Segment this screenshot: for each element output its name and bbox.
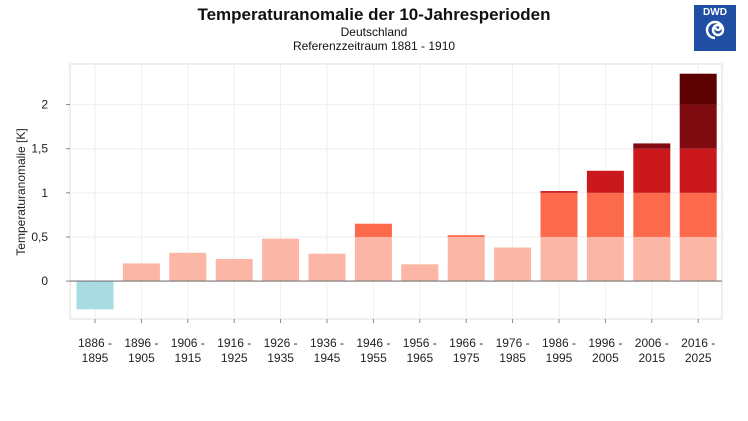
x-tick-label: 1895 <box>82 351 109 365</box>
y-tick-label: 0,5 <box>31 230 48 244</box>
x-tick-label: 1905 <box>128 351 155 365</box>
x-tick-label: 2006 - <box>635 336 669 350</box>
bar-segment <box>447 235 485 237</box>
x-tick-label: 2005 <box>592 351 619 365</box>
y-tick-label: 2 <box>41 98 48 112</box>
x-tick-label: 1996 - <box>588 336 622 350</box>
plot-area <box>69 63 723 320</box>
dwd-logo-text: DWD <box>703 7 727 18</box>
x-tick-label: 1945 <box>314 351 341 365</box>
x-tick-label: 1966 - <box>449 336 483 350</box>
x-tick-label: 2016 - <box>681 336 715 350</box>
bar-segment <box>633 192 671 237</box>
bar-segment <box>447 236 485 282</box>
y-axis-label: Temperaturanomalie [K] <box>14 128 28 255</box>
x-tick-label: 1995 <box>546 351 573 365</box>
x-tick-label: 1886 - <box>78 336 112 350</box>
bar-segment <box>540 191 578 193</box>
chart-title: Temperaturanomalie der 10-Jahresperioden <box>197 5 551 24</box>
y-tick-label: 1,5 <box>31 142 48 156</box>
x-tick-label: 1936 - <box>310 336 344 350</box>
bar-segment <box>586 170 624 193</box>
bar-segment <box>679 73 717 105</box>
x-tick-label: 2015 <box>638 351 665 365</box>
x-tick-label: 1916 - <box>217 336 251 350</box>
bar-segment <box>633 143 671 149</box>
y-tick-label: 1 <box>41 186 48 200</box>
x-tick-label: 2025 <box>685 351 712 365</box>
chart-subtitle-region: Deutschland <box>340 25 408 39</box>
bar-segment <box>122 263 160 282</box>
x-tick-label: 1965 <box>406 351 433 365</box>
x-tick-label: 1896 - <box>124 336 158 350</box>
x-tick-label: 1986 - <box>542 336 576 350</box>
x-tick-label: 1935 <box>267 351 294 365</box>
chart-subtitle-reference: Referenzzeitraum 1881 - 1910 <box>292 39 456 53</box>
bar-segment <box>308 253 346 282</box>
bar-segment <box>679 148 717 193</box>
x-tick-label: 1946 - <box>356 336 390 350</box>
x-tick-label: 1915 <box>174 351 201 365</box>
x-tick-label: 1926 - <box>264 336 298 350</box>
bar-segment <box>679 192 717 237</box>
x-tick-label: 1925 <box>221 351 248 365</box>
bar-segment <box>494 247 532 282</box>
bar-segment <box>354 223 392 237</box>
dwd-logo: DWD <box>694 5 736 51</box>
bar-segment <box>586 192 624 237</box>
swirl-icon <box>705 20 725 40</box>
x-tick-label: 1906 - <box>171 336 205 350</box>
bar-segment <box>169 252 207 282</box>
x-tick-label: 1975 <box>453 351 480 365</box>
bar-segment <box>679 236 717 282</box>
bar-segment <box>633 236 671 282</box>
bar-segment <box>401 264 439 282</box>
bar-segment <box>679 104 717 149</box>
x-tick-label: 1955 <box>360 351 387 365</box>
x-tick-label: 1985 <box>499 351 526 365</box>
bar-segment <box>354 236 392 282</box>
bar-segment <box>633 148 671 193</box>
bar-segment <box>540 192 578 237</box>
x-tick-label: 1956 - <box>403 336 437 350</box>
bar-segment <box>540 236 578 282</box>
bar <box>76 281 114 310</box>
x-tick-label: 1976 - <box>496 336 530 350</box>
bar-segment <box>215 259 253 282</box>
y-tick-label: 0 <box>41 274 48 288</box>
bar-segment <box>586 236 624 282</box>
bar-segment <box>262 238 300 282</box>
